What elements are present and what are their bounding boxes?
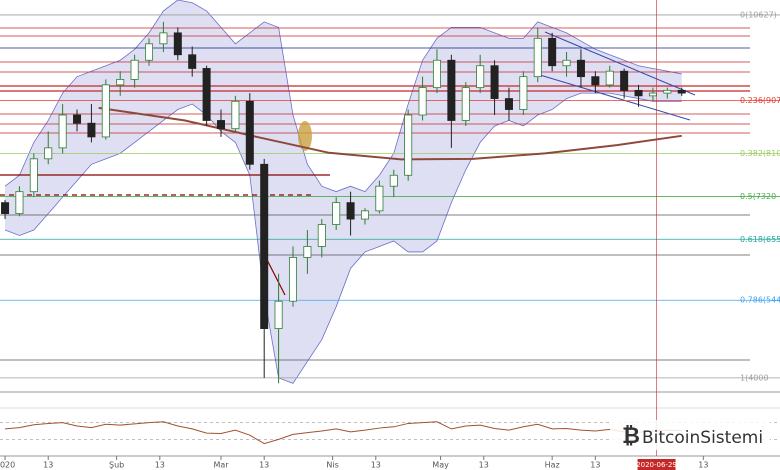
candle-body xyxy=(116,79,125,86)
candle-body xyxy=(29,158,38,193)
x-tick-label: 2020 xyxy=(0,461,15,470)
candle-body xyxy=(245,100,254,165)
logo-bg xyxy=(610,420,770,450)
candle-body xyxy=(15,191,24,214)
candle-body xyxy=(130,59,139,80)
candle-body xyxy=(389,174,398,187)
x-tick-label: Haz xyxy=(545,461,560,470)
candle-body xyxy=(188,54,197,69)
candle-body xyxy=(504,98,513,110)
candle-body xyxy=(663,89,672,94)
candle-body xyxy=(288,256,297,302)
cursor-label: 2020-06-29 xyxy=(636,461,677,469)
candle-body xyxy=(145,43,154,61)
candle-body xyxy=(202,68,211,121)
x-tick-label: 13 xyxy=(479,461,489,470)
decorations xyxy=(0,27,780,457)
x-tick-label: 13 xyxy=(698,461,708,470)
x-tick-label: 13 xyxy=(259,461,269,470)
candle-body xyxy=(648,92,657,97)
candle-body xyxy=(58,114,67,149)
candle-body xyxy=(620,70,629,91)
x-tick-label: 13 xyxy=(155,461,165,470)
candle-body xyxy=(173,32,182,56)
candle-body xyxy=(548,37,557,67)
x-tick-label: 13 xyxy=(371,461,381,470)
logo: BitcoinSistemi xyxy=(642,428,763,448)
fib-label: 0.382(810 xyxy=(740,149,780,158)
candle-body xyxy=(418,87,427,116)
rsi-line xyxy=(4,421,682,445)
candle-body xyxy=(217,120,226,130)
moving-average xyxy=(98,106,682,161)
candle-body xyxy=(101,84,110,138)
candle-body xyxy=(591,76,600,86)
x-tick-label: Mar xyxy=(213,461,229,470)
candle-body xyxy=(476,65,485,89)
x-tick-label: 13 xyxy=(43,461,53,470)
candle-body xyxy=(519,76,528,110)
band-line xyxy=(4,0,682,193)
candle-body xyxy=(87,122,96,138)
cursor-label-bg xyxy=(637,459,676,470)
candle-body xyxy=(432,59,441,89)
fib-label: 1(4000 xyxy=(740,373,769,382)
candle-body xyxy=(159,32,168,45)
candle-body xyxy=(634,89,643,97)
band-fill xyxy=(5,0,682,384)
candle-body xyxy=(73,114,82,124)
candle-body xyxy=(576,59,585,78)
logo-icon: ₿ xyxy=(622,424,640,449)
candle-body xyxy=(44,147,53,160)
candle-body xyxy=(490,65,499,99)
candle-body xyxy=(1,202,10,214)
candle-body xyxy=(274,300,283,329)
x-tick-label: 13 xyxy=(590,461,600,470)
x-tick-label: Şub xyxy=(109,461,124,470)
candle-body xyxy=(260,163,269,329)
band-line xyxy=(4,92,682,384)
candle-body xyxy=(533,37,542,78)
candle-body xyxy=(303,246,312,258)
x-tick-label: Nis xyxy=(326,461,338,470)
candle-body xyxy=(605,70,614,86)
candle-body xyxy=(317,224,326,247)
candle-body xyxy=(231,100,240,130)
trend-line xyxy=(544,31,696,96)
candle-body xyxy=(332,202,341,225)
x-tick-label: May xyxy=(432,461,449,470)
candle-body xyxy=(404,114,413,176)
fib-label: 0(10627) xyxy=(740,10,777,19)
highlight-ellipse xyxy=(298,121,312,151)
trend-line xyxy=(539,74,691,121)
candle-body xyxy=(461,87,470,121)
candle-body xyxy=(677,89,686,94)
candle-body xyxy=(447,59,456,121)
candle-body xyxy=(346,202,355,220)
candle-body xyxy=(375,185,384,212)
candle-body xyxy=(562,59,571,67)
fib-label: 0.5(7320 xyxy=(740,192,776,201)
candle-body xyxy=(360,210,369,220)
